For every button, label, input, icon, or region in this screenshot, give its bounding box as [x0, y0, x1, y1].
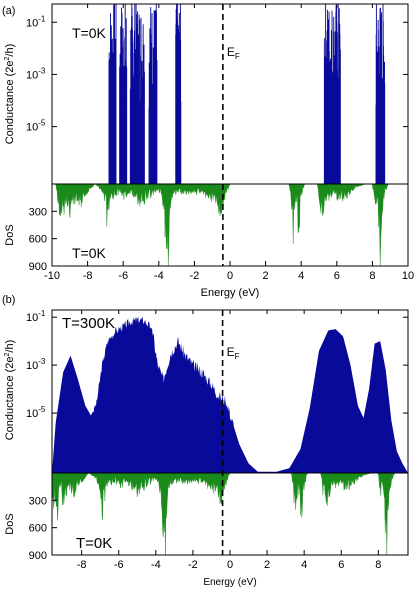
- panel-a-dos-area: [55, 183, 389, 267]
- a-cond-ytick-label-2: 10-5: [26, 119, 46, 134]
- panel-b-fermi-label: EF: [227, 345, 240, 361]
- b-cond-ytick-label-2: 10-5: [26, 405, 46, 420]
- panel-b-xlabel: Energy (eV): [203, 577, 256, 588]
- panel-a: (a) 10-1 10-3 10-5 300 600 900 -10 -8 -6 -4 -2 0 2…: [2, 3, 414, 299]
- a-dos-ytick-label-2: 900: [29, 261, 47, 273]
- panel-a-conductance-band-2: [129, 4, 145, 184]
- panel-b-dos-ylabel: DoS: [4, 513, 16, 534]
- b-xtick-label-1: -6: [114, 559, 124, 571]
- panel-b-conductance-yticks: 10-1 10-3 10-5: [26, 309, 408, 420]
- b-xtick-label-8: 8: [375, 559, 381, 571]
- panel-a-conductance-band-5: [323, 4, 341, 184]
- a-xtick-label-6: 2: [263, 270, 269, 282]
- panel-a-conductance-band-1: [119, 4, 128, 184]
- panel-b-conductance-ylabel: Conductance (2e2/h): [4, 340, 16, 441]
- panel-b: (b) 10-1 10-3 10-5 300 600 900 -8 -6 -4 -2 0 2 4 6 8…: [2, 294, 409, 588]
- a-xtick-label-10: 10: [402, 270, 414, 282]
- a-xtick-label-0: -10: [44, 270, 60, 282]
- a-xtick-label-3: -4: [154, 270, 164, 282]
- panel-a-label: (a): [2, 5, 15, 17]
- panel-a-dos-yticks: 300 600 900: [29, 206, 57, 273]
- panel-a-fermi-label: EF: [227, 45, 240, 61]
- panel-a-conductance-band-0: [108, 4, 117, 184]
- a-cond-ytick-label-0: 10-1: [26, 14, 46, 29]
- a-xtick-label-5: 0: [227, 270, 233, 282]
- b-dos-ytick-label-2: 900: [29, 550, 47, 562]
- panel-a-conductance-ylabel: Conductance (2e2/h): [4, 44, 16, 145]
- b-xtick-label-7: 6: [338, 559, 344, 571]
- b-cond-ytick-label-0: 10-1: [26, 309, 46, 324]
- a-xtick-label-8: 6: [334, 270, 340, 282]
- a-xtick-label-4: -2: [190, 270, 200, 282]
- b-xtick-label-3: -2: [188, 559, 198, 571]
- b-xtick-label-5: 2: [264, 559, 270, 571]
- a-xtick-label-7: 4: [298, 270, 304, 282]
- panel-b-dos-temperature-label: T=0K: [76, 535, 112, 552]
- b-xtick-label-0: -8: [77, 559, 87, 571]
- b-xtick-label-6: 4: [301, 559, 307, 571]
- panel-a-dos-temperature-label: T=0K: [72, 245, 107, 261]
- panel-a-conductance-band-4: [175, 4, 182, 184]
- panel-b-temperature-label: T=300K: [62, 315, 115, 332]
- panel-a-conductance-yticks: 10-1 10-3 10-5: [26, 14, 408, 134]
- panel-b-xticks: -8 -6 -4 -2 0 2 4 6 8: [77, 310, 381, 571]
- b-dos-path: [51, 472, 396, 556]
- a-cond-ytick-label-1: 10-3: [26, 66, 46, 81]
- panel-b-dos-yticks: 300 600 900: [29, 495, 57, 562]
- b-dos-ytick-label-0: 300: [29, 495, 47, 507]
- a-dos-path: [55, 183, 389, 267]
- b-cond-ytick-label-1: 10-3: [26, 357, 46, 372]
- panel-a-temperature-label: T=0K: [72, 25, 107, 41]
- a-dos-ytick-label-1: 600: [29, 234, 47, 246]
- panel-a-conductance-bands: [108, 4, 386, 184]
- b-dos-ytick-label-1: 600: [29, 523, 47, 535]
- panel-b-conductance-area: [52, 315, 408, 473]
- panel-a-xticks: -10 -8 -6 -4 -2 0 2 4 6 8 10: [44, 4, 414, 282]
- panel-a-xlabel: Energy (eV): [201, 287, 260, 299]
- panel-b-label: (b): [2, 294, 15, 306]
- a-xtick-label-9: 8: [369, 270, 375, 282]
- a-dos-ytick-label-0: 300: [29, 206, 47, 218]
- b-xtick-label-4: 0: [227, 559, 233, 571]
- a-xtick-label-2: -6: [118, 270, 128, 282]
- b-xtick-label-2: -4: [151, 559, 161, 571]
- panel-b-dos-area: [51, 472, 396, 556]
- panel-a-conductance-band-3: [148, 4, 158, 184]
- a-xtick-label-1: -8: [83, 270, 93, 282]
- panel-a-conductance-band-6: [375, 4, 386, 184]
- panel-a-dos-ylabel: DoS: [4, 224, 16, 245]
